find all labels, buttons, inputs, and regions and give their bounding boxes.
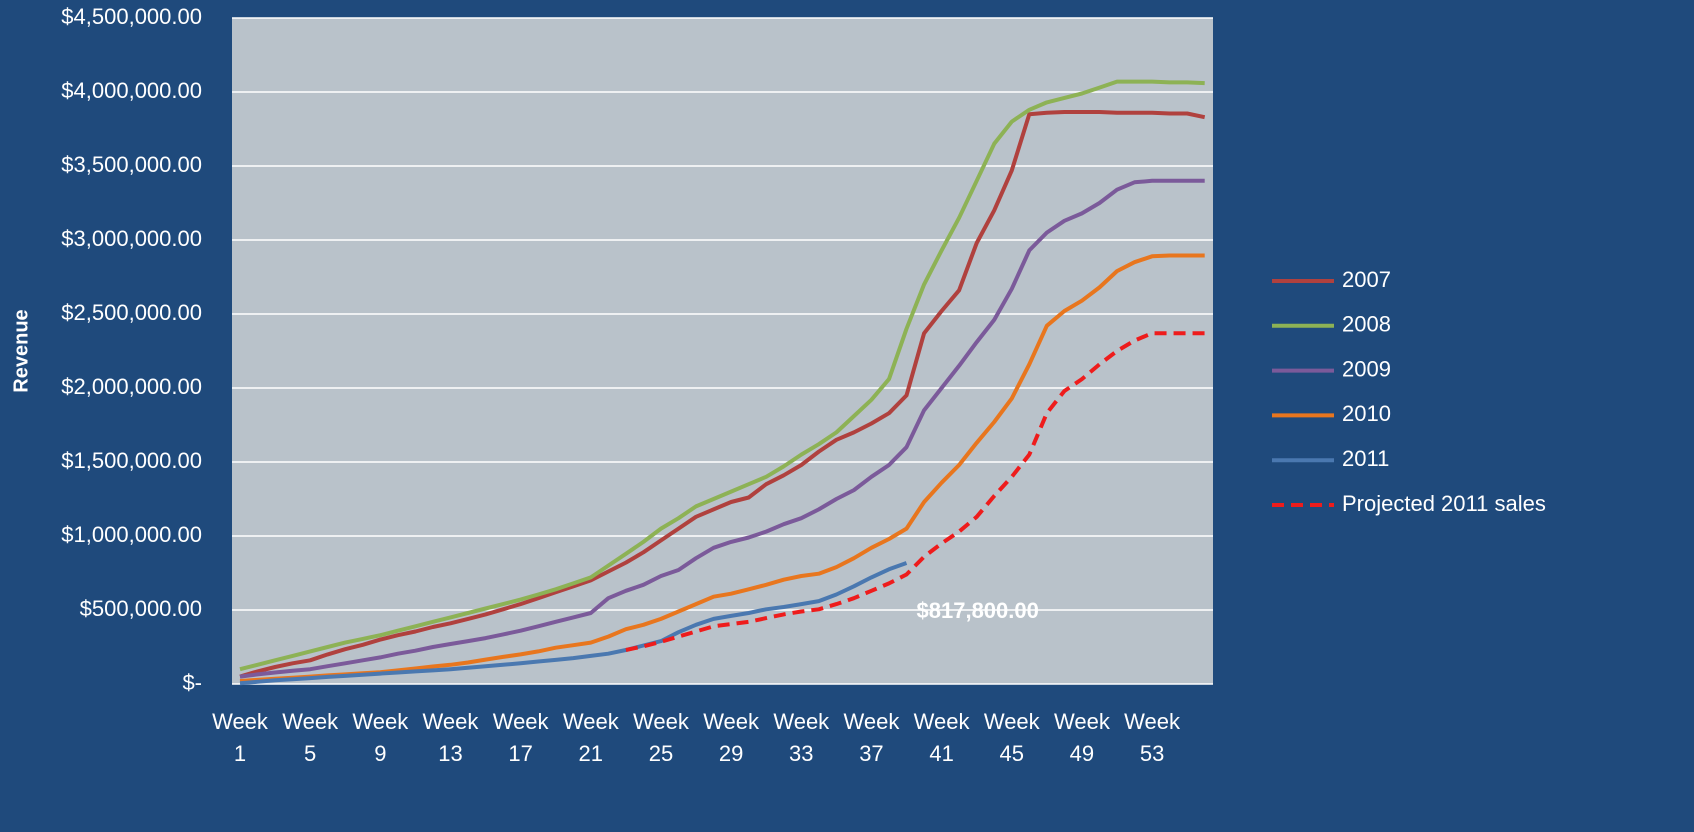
x-tick-label: Week 9	[352, 709, 409, 766]
legend-label: 2007	[1342, 267, 1391, 292]
y-tick-label: $3,500,000.00	[61, 152, 202, 177]
series-line	[239, 79, 1205, 672]
series-line	[239, 178, 1205, 679]
x-tick-label: Week 13	[422, 709, 479, 766]
series-line	[239, 110, 1206, 679]
y-tick-label: $1,500,000.00	[61, 448, 202, 473]
x-tick-label: Week 29	[703, 709, 760, 766]
series-line	[625, 331, 1205, 652]
y-tick-label: $2,500,000.00	[61, 300, 202, 325]
y-tick-label: $3,000,000.00	[61, 226, 202, 251]
x-tick-label: Week 37	[843, 709, 900, 766]
annotation: $817,800.00	[917, 598, 1039, 623]
x-tick-label: Week 45	[983, 709, 1040, 766]
x-tick-label: Week 21	[562, 709, 619, 766]
y-axis-label: Revenue	[10, 309, 32, 392]
y-tick-label: $-	[182, 670, 202, 695]
legend-label: 2008	[1342, 312, 1391, 337]
legend-label: 2010	[1342, 401, 1391, 426]
x-tick-label: Week 53	[1124, 709, 1180, 766]
x-tick-label: Week 17	[492, 709, 549, 766]
x-tick-label: Week 1	[212, 709, 268, 766]
y-tick-label: $4,000,000.00	[61, 78, 202, 103]
x-tick-label: Week 5	[282, 709, 339, 766]
x-tick-label: Week 49	[1053, 709, 1110, 766]
legend-label: 2009	[1342, 356, 1391, 381]
y-tick-label: $4,500,000.00	[61, 4, 202, 29]
y-tick-label: $500,000.00	[80, 596, 202, 621]
y-tick-label: $2,000,000.00	[61, 374, 202, 399]
plot-area	[232, 18, 1213, 684]
x-tick-label: Week 25	[633, 709, 689, 766]
series-line	[239, 253, 1205, 683]
legend-label: 2011	[1342, 446, 1389, 471]
legend-label: Projected 2011 sales	[1342, 491, 1546, 516]
x-tick-label: Week 33	[773, 709, 830, 766]
x-tick-label: Week 41	[913, 709, 970, 766]
series-line	[239, 561, 908, 686]
y-tick-label: $1,000,000.00	[61, 522, 202, 547]
